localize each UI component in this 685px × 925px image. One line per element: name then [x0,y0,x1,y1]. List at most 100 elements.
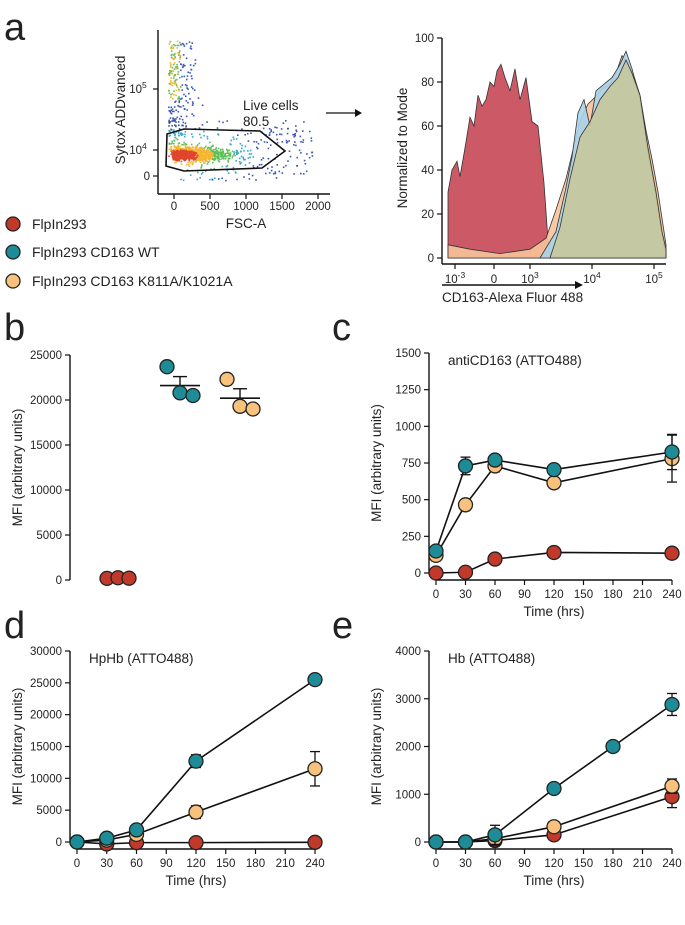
density-dot [178,51,181,54]
density-dot [195,159,197,162]
x-tick-label: 30 [100,858,113,870]
density-dot [176,150,179,153]
density-dot [288,140,290,142]
density-dot [303,159,306,162]
density-dot [229,153,232,155]
density-dot [187,157,190,159]
chart-title: antiCD163 (ATTO488) [448,353,582,368]
density-dot [193,150,195,152]
data-point [546,819,562,835]
density-dot [304,163,307,165]
density-dot [170,72,173,75]
x-tick-label: 105 [645,270,663,286]
density-dot [181,155,184,158]
data-point [457,458,474,474]
density-dot [191,163,193,165]
density-dot [193,158,195,160]
density-dot [204,160,207,162]
density-dot [178,154,180,157]
density-dot [198,153,201,156]
density-dot [216,155,218,158]
panel-letter-d: d [4,605,25,647]
density-dot [206,137,209,140]
x-tick-label: 0 [74,858,80,870]
density-dot [178,97,181,100]
density-dot [268,172,271,174]
density-dot [187,88,189,90]
data-point [428,565,444,581]
density-dot [286,141,289,143]
density-dot [174,151,176,154]
y-tick-label: 20 [421,209,434,221]
x-tick-label: 0 [171,201,177,213]
density-dot [174,81,177,83]
density-dot [174,82,176,85]
density-dot [172,70,175,72]
density-dots [168,40,314,182]
density-dot [210,147,212,149]
density-dot [214,152,216,154]
density-dot [200,167,202,169]
density-dot [222,150,224,153]
density-dot [177,53,180,55]
density-dot [202,160,204,162]
density-dot [276,138,278,141]
density-dot [191,101,194,103]
density-dot [185,100,188,102]
density-dot [184,84,187,86]
density-dot [170,106,172,109]
density-dot [187,149,189,151]
density-dot [222,152,225,155]
density-dot [269,132,271,134]
density-dot [182,143,184,146]
density-dot [176,44,178,47]
density-dot [275,133,278,136]
density-dot [185,154,188,156]
legend-label: FlpIn293 CD163 WT [32,244,160,260]
density-dot [278,170,281,173]
density-dot [243,150,245,152]
density-dot [178,99,180,101]
density-dot [177,157,179,159]
density-dot [203,162,205,164]
y-tick-label: 1000 [395,421,421,433]
x-tick-label: 180 [603,589,622,601]
density-dot [224,152,227,155]
density-dot [169,70,171,72]
density-dot [179,41,181,44]
density-dot [198,158,201,160]
y-axis-label: MFI (arbitrary units) [369,688,384,806]
density-dot [216,156,218,159]
density-dot [239,142,242,145]
density-dot [226,150,229,153]
density-dot [227,157,230,160]
density-dot [199,177,201,179]
density-dot [298,149,301,152]
density-dot [209,158,211,160]
density-dot [252,156,255,158]
panel-letter-c: c [332,307,351,349]
y-tick-label: 0 [415,568,421,580]
density-dot [193,160,196,163]
density-dot [169,62,172,64]
density-dot [198,157,200,159]
density-dot [204,156,207,158]
y-tick-label: 10000 [30,485,62,497]
density-dot [174,161,176,164]
density-dot [235,160,237,162]
density-dot [213,159,216,162]
density-dot [249,149,252,152]
density-dot [225,156,227,158]
data-point [69,834,85,850]
density-dot [248,178,251,180]
x-axis-label: CD163-Alexa Fluor 488 [442,290,583,305]
density-dot [217,153,220,155]
x-tick-label: 1000 [233,201,259,213]
density-dot [173,106,176,108]
density-dot [206,149,208,152]
density-dot [178,105,181,108]
legend-label: FlpIn293 CD163 K811A/K1021A [32,273,233,289]
density-dot [178,88,180,91]
x-tick-label: 1500 [269,201,295,213]
density-dot [170,70,173,73]
